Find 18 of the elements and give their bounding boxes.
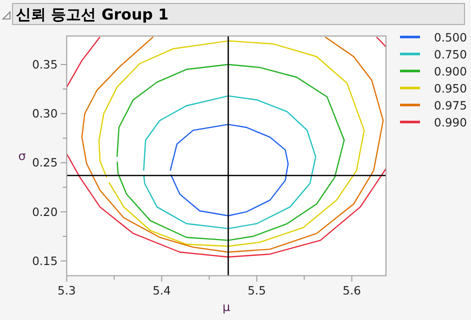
x-tick-label: 5.6 bbox=[342, 284, 361, 298]
x-tick-label: 5.5 bbox=[248, 284, 266, 298]
legend-label: 0.500 bbox=[434, 30, 467, 44]
y-tick-label: 0.25 bbox=[32, 156, 58, 170]
y-tick-label: 0.20 bbox=[32, 204, 58, 219]
y-tick-label: 0.30 bbox=[32, 106, 58, 121]
legend-label: 0.900 bbox=[434, 64, 467, 78]
y-tick-label: 0.15 bbox=[32, 254, 58, 268]
x-tick-label: 5.4 bbox=[152, 284, 171, 298]
x-tick-label: 5.3 bbox=[58, 284, 76, 298]
legend-label: 0.750 bbox=[434, 48, 467, 62]
legend-label: 0.990 bbox=[434, 116, 467, 130]
chart-title: 신뢰 등고선 Group 1 bbox=[16, 6, 169, 24]
x-axis-title: μ bbox=[222, 300, 231, 314]
y-tick-label: 0.35 bbox=[32, 57, 58, 72]
legend-label: 0.950 bbox=[434, 82, 467, 96]
legend-label: 0.975 bbox=[434, 98, 467, 112]
y-axis-title: σ bbox=[18, 148, 26, 163]
